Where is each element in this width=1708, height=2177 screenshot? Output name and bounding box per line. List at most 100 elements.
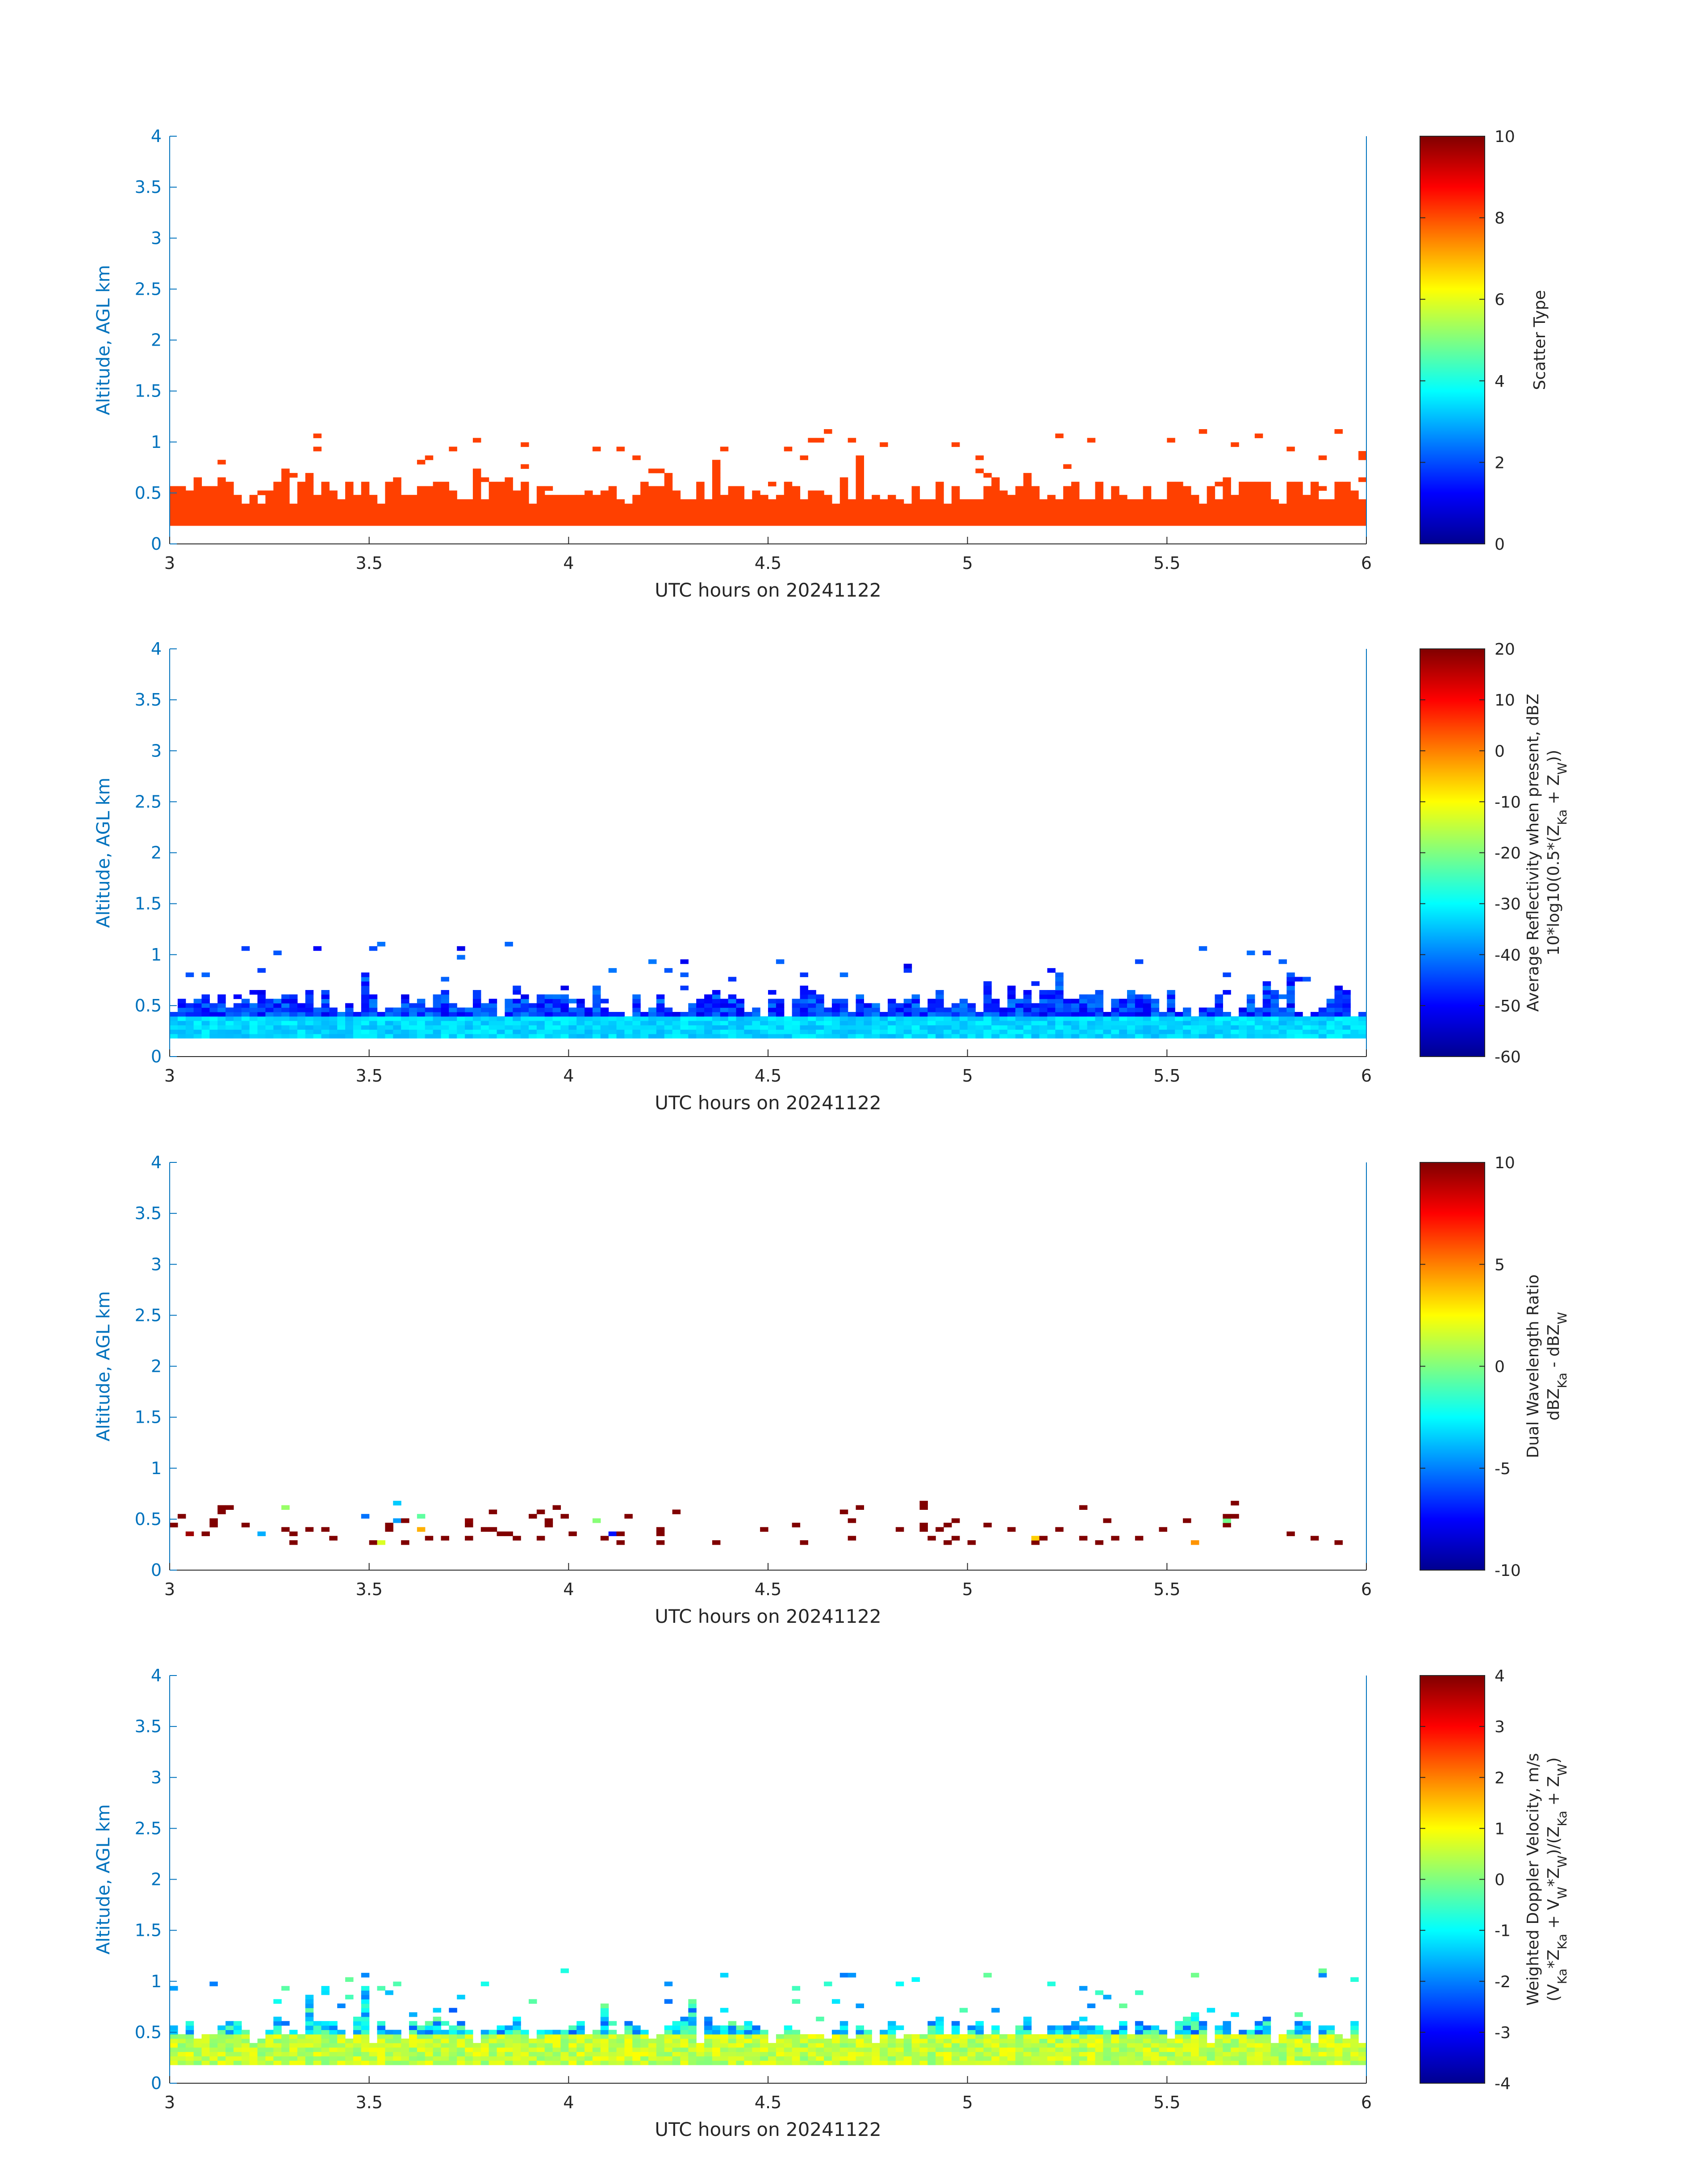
heatmap-cell <box>345 1012 354 1017</box>
heatmap-cell <box>465 1518 473 1523</box>
heatmap-cell <box>560 2034 569 2039</box>
colorbar-tick-label: 1 <box>1495 1820 1505 1838</box>
heatmap-cell <box>983 1012 992 1017</box>
heatmap-cell <box>632 999 641 1003</box>
heatmap-cell <box>1143 2025 1152 2030</box>
heatmap-cell <box>1039 521 1048 526</box>
heatmap-cell <box>712 464 721 469</box>
heatmap-cell <box>560 2047 569 2052</box>
heatmap-cell <box>975 2047 984 2052</box>
heatmap-cell <box>1326 508 1335 513</box>
x-tick-label: 6 <box>1361 1066 1372 1086</box>
heatmap-cell <box>776 2043 785 2048</box>
heatmap-cell <box>585 1020 593 1026</box>
heatmap-cell <box>792 521 801 526</box>
heatmap-cell <box>361 1007 370 1012</box>
heatmap-cell <box>321 495 330 500</box>
heatmap-cell <box>1342 2043 1351 2048</box>
heatmap-cell <box>297 2039 306 2043</box>
heatmap-cell <box>393 503 401 509</box>
heatmap-cell <box>1231 495 1239 500</box>
heatmap-cell <box>672 2047 681 2052</box>
heatmap-cell <box>1047 994 1056 999</box>
heatmap-cell <box>305 2056 314 2061</box>
colorbar-label: (VKa*ZKa + VW*ZW)/(ZKa + ZW) <box>1545 1757 1570 2002</box>
heatmap-cell <box>935 2016 944 2022</box>
heatmap-cell <box>600 2021 609 2026</box>
heatmap-cell <box>1318 1968 1327 1973</box>
heatmap-cell <box>313 2034 322 2039</box>
heatmap-cell <box>361 990 370 995</box>
heatmap-cell <box>704 2039 713 2043</box>
heatmap-cell <box>1079 2043 1088 2048</box>
heatmap-cell <box>576 2060 585 2065</box>
heatmap-cell <box>433 2021 442 2026</box>
heatmap-cell <box>544 2034 553 2039</box>
heatmap-cell <box>816 1016 824 1021</box>
heatmap-cell <box>983 1016 992 1021</box>
heatmap-cell <box>1270 499 1279 504</box>
heatmap-cell <box>1183 2030 1191 2035</box>
heatmap-cell <box>353 2039 362 2043</box>
heatmap-cell <box>600 499 609 504</box>
heatmap-cell <box>585 1012 593 1017</box>
heatmap-cell <box>680 2043 689 2048</box>
heatmap-cell <box>1127 2047 1136 2052</box>
heatmap-cell <box>1207 517 1215 522</box>
heatmap-cell <box>409 1020 418 1026</box>
heatmap-cell <box>441 2056 449 2061</box>
heatmap-cell <box>393 2052 401 2056</box>
heatmap-cell <box>1007 1016 1016 1021</box>
heatmap-cell <box>704 2034 713 2039</box>
heatmap-cell <box>1095 990 1103 995</box>
heatmap-cell <box>1167 2039 1175 2043</box>
heatmap-cell <box>385 1029 393 1034</box>
heatmap-cell <box>377 2025 385 2030</box>
x-tick-label: 3.5 <box>355 553 382 573</box>
heatmap-cell <box>720 1016 729 1021</box>
heatmap-cell <box>1175 2021 1183 2026</box>
heatmap-cell <box>1007 1020 1016 1026</box>
heatmap-cell <box>592 2043 601 2048</box>
heatmap-cell <box>257 1020 266 1026</box>
heatmap-cell <box>521 2043 529 2048</box>
heatmap-cell <box>1215 2047 1223 2052</box>
heatmap-cell <box>297 1007 306 1012</box>
heatmap-cell <box>233 517 242 522</box>
heatmap-cell <box>728 1034 737 1039</box>
heatmap-cell <box>935 2043 944 2048</box>
heatmap-cell <box>369 521 378 526</box>
heatmap-cell <box>297 1003 306 1008</box>
heatmap-cell <box>249 2047 258 2052</box>
heatmap-cell <box>1190 2021 1199 2026</box>
heatmap-cell <box>744 2043 752 2048</box>
heatmap-cell <box>1326 999 1335 1003</box>
heatmap-cell <box>967 1012 976 1017</box>
heatmap-cell <box>800 994 808 999</box>
heatmap-cell <box>1151 517 1160 522</box>
heatmap-cell <box>1023 512 1032 517</box>
heatmap-cell <box>1199 512 1207 517</box>
heatmap-cell <box>313 2052 322 2056</box>
heatmap-cell <box>944 2056 952 2061</box>
heatmap-cell <box>377 1012 385 1017</box>
heatmap-cell <box>321 503 330 509</box>
heatmap-cell <box>361 521 370 526</box>
heatmap-cell <box>1095 499 1103 504</box>
heatmap-cell <box>472 1003 481 1008</box>
heatmap-cell <box>377 1540 385 1545</box>
heatmap-cell <box>768 1029 777 1034</box>
heatmap-cell <box>1143 2056 1152 2061</box>
heatmap-cell <box>1167 999 1175 1003</box>
heatmap-cell <box>831 1999 840 2004</box>
heatmap-cell <box>449 2047 457 2052</box>
heatmap-cell <box>784 1034 793 1039</box>
heatmap-cell <box>1007 2056 1016 2061</box>
heatmap-cell <box>425 1034 434 1039</box>
heatmap-cell <box>927 1007 936 1012</box>
heatmap-cell <box>624 1025 633 1030</box>
heatmap-cell <box>648 2060 657 2065</box>
heatmap-cell <box>568 495 577 500</box>
heatmap-cell <box>959 1025 968 1030</box>
heatmap-cell <box>289 2030 298 2035</box>
